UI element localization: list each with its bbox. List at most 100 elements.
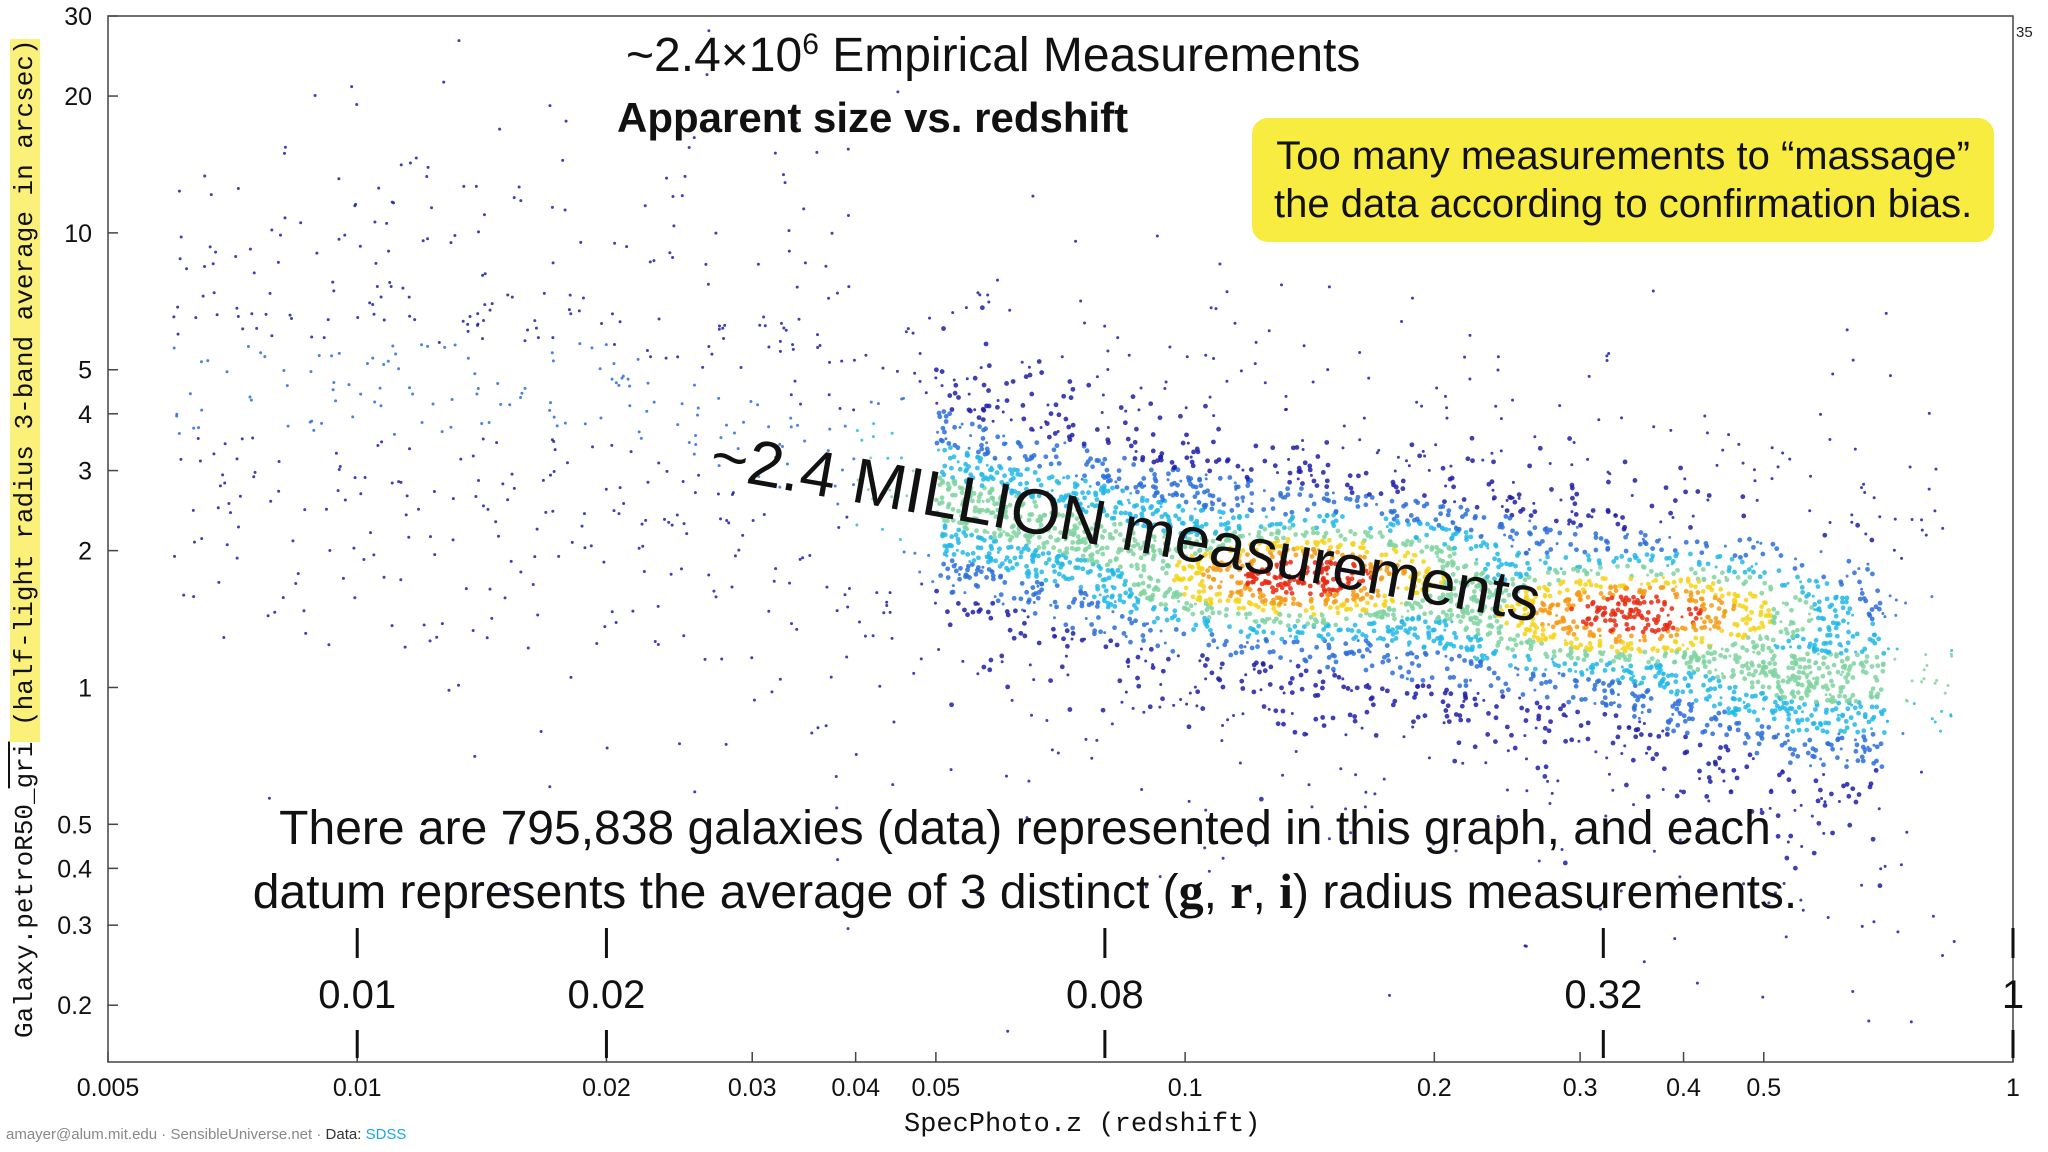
data-point — [1764, 634, 1770, 640]
data-point — [945, 609, 950, 615]
data-point — [1305, 621, 1311, 627]
data-point — [1096, 563, 1102, 569]
data-point — [481, 337, 485, 341]
data-point — [902, 550, 906, 554]
data-point — [1015, 545, 1021, 551]
data-point — [612, 509, 616, 513]
data-point — [1210, 538, 1216, 544]
data-point — [1122, 455, 1127, 461]
data-point — [1789, 660, 1795, 666]
data-point — [1802, 742, 1808, 748]
data-point — [1652, 629, 1658, 634]
data-point — [1752, 626, 1758, 632]
data-point — [652, 400, 656, 404]
data-point — [1360, 540, 1366, 546]
data-point — [1770, 477, 1774, 481]
data-point — [1216, 676, 1221, 682]
data-point — [965, 377, 969, 381]
data-point — [1851, 358, 1855, 362]
data-point — [1876, 606, 1882, 612]
data-point — [536, 613, 540, 617]
data-point — [1127, 501, 1131, 505]
data-point — [1723, 544, 1727, 548]
data-point — [1643, 626, 1648, 631]
data-point — [1671, 516, 1675, 520]
data-point — [1205, 568, 1210, 574]
data-point — [1638, 649, 1643, 654]
data-point — [871, 435, 875, 439]
data-point — [1022, 620, 1027, 626]
data-point — [1327, 605, 1333, 610]
data-point — [1326, 368, 1330, 372]
data-point — [1845, 706, 1851, 712]
data-point — [1535, 765, 1541, 771]
data-point — [1166, 471, 1171, 477]
data-point — [1718, 586, 1724, 592]
data-point — [992, 530, 997, 536]
data-point — [1610, 740, 1616, 746]
data-point — [1830, 620, 1836, 626]
data-point — [1085, 593, 1089, 597]
data-point — [1184, 600, 1190, 606]
data-point — [985, 498, 991, 504]
data-point — [1007, 627, 1013, 633]
data-point — [1351, 636, 1357, 642]
data-point — [369, 531, 373, 535]
data-point — [778, 339, 782, 343]
data-point — [212, 291, 216, 295]
data-point — [946, 485, 952, 490]
data-point — [1084, 462, 1089, 467]
data-point — [1566, 602, 1571, 607]
data-point — [1814, 679, 1820, 685]
data-point — [1641, 537, 1645, 541]
data-point — [1631, 599, 1637, 605]
data-point — [1377, 448, 1381, 452]
data-point — [1370, 702, 1376, 708]
data-point — [1838, 685, 1844, 691]
data-point — [1866, 745, 1870, 749]
data-point — [1468, 377, 1472, 381]
data-point — [1257, 541, 1263, 546]
data-point — [1196, 589, 1202, 595]
data-point — [1193, 602, 1197, 606]
data-point — [550, 438, 554, 442]
data-point — [642, 570, 646, 574]
data-point — [953, 382, 959, 388]
data-point — [1503, 514, 1509, 519]
data-point — [1070, 386, 1076, 392]
data-point — [1052, 431, 1058, 436]
data-point — [1181, 566, 1187, 572]
data-point — [1288, 680, 1293, 686]
data-point — [1449, 475, 1455, 481]
data-point — [1627, 557, 1633, 563]
data-point — [1620, 640, 1626, 645]
data-point — [1559, 498, 1563, 502]
data-point — [1941, 526, 1945, 530]
data-point — [1927, 411, 1931, 415]
data-point — [942, 447, 948, 453]
data-point — [1683, 588, 1689, 594]
data-point — [1394, 629, 1400, 635]
data-point — [1845, 758, 1849, 762]
data-point — [1179, 479, 1183, 483]
data-point — [1708, 627, 1712, 631]
data-point — [1080, 566, 1086, 572]
data-point — [1442, 499, 1447, 505]
data-point — [1760, 551, 1766, 557]
data-point — [1170, 648, 1176, 654]
data-point — [1816, 820, 1822, 826]
data-point — [1169, 459, 1175, 465]
data-point — [1329, 555, 1335, 561]
data-point — [1794, 557, 1798, 561]
data-point — [1869, 616, 1875, 622]
data-point — [1633, 727, 1639, 733]
data-point — [1083, 321, 1087, 325]
data-point — [1241, 468, 1245, 472]
data-point — [1839, 747, 1843, 751]
data-point — [1348, 485, 1354, 491]
data-point — [1786, 581, 1790, 585]
data-point — [1645, 794, 1651, 799]
data-point — [1297, 574, 1303, 580]
data-point — [1602, 650, 1606, 654]
data-point — [1172, 464, 1178, 470]
